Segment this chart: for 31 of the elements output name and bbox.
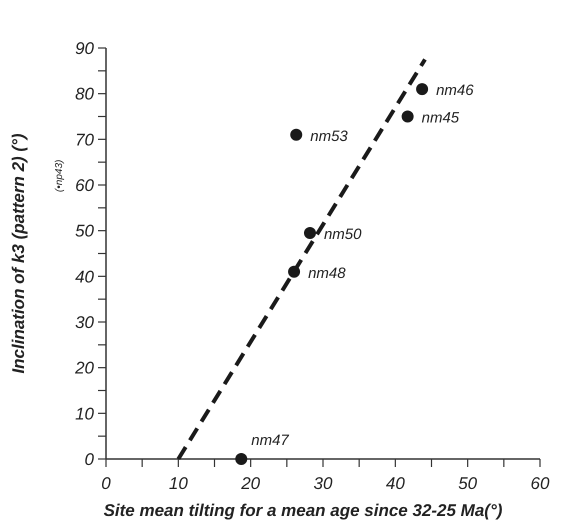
x-tick-label: 60 <box>530 474 550 493</box>
point <box>304 226 316 239</box>
x-axis-title: Site mean tilting for a mean age since 32-25 Ma(°) <box>104 501 503 520</box>
x-tick-label: 40 <box>386 474 406 493</box>
y-tick-label: 30 <box>75 313 95 332</box>
y-tick-label: 90 <box>75 39 95 58</box>
point <box>402 110 414 122</box>
y-tick-label: 80 <box>75 84 95 104</box>
y-tick-label: 20 <box>74 358 95 378</box>
annotation: nm45 <box>422 110 460 126</box>
y-tick-label: 10 <box>75 404 95 424</box>
point <box>235 453 248 465</box>
y-axis-title: Inclination of k3 (pattern 2) (°) <box>9 133 28 374</box>
x-tick-label: 50 <box>458 474 478 493</box>
point <box>290 128 302 141</box>
y-tick-label: 50 <box>75 222 95 241</box>
annotation: nm47 <box>251 432 290 449</box>
annotation: nm46 <box>436 82 474 100</box>
x-tick-label: 0 <box>101 474 112 493</box>
x-tick-label: 20 <box>240 474 261 493</box>
annotation: nm50 <box>324 226 362 243</box>
annotation: nm53 <box>310 128 348 145</box>
text: (•np43) <box>54 160 65 192</box>
annotation: nm48 <box>308 264 346 282</box>
x-tick-label: 10 <box>168 474 188 493</box>
y-tick-label: 0 <box>84 450 95 469</box>
y-tick-label: 40 <box>75 267 95 286</box>
x-tick-label: 30 <box>314 474 333 493</box>
y-tick-label: 70 <box>75 130 95 150</box>
y-tick-label: 60 <box>75 176 95 195</box>
point <box>416 83 428 96</box>
